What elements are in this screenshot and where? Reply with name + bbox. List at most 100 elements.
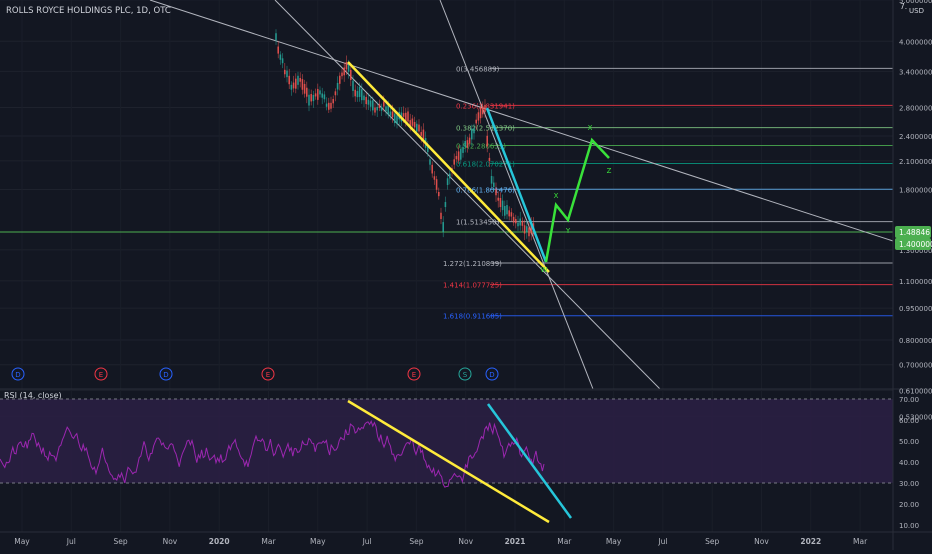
candle-body [457, 151, 460, 161]
steep-trendline[interactable] [439, 0, 594, 390]
rsi-band [0, 399, 893, 483]
candle-body [413, 121, 416, 128]
fib-level-label: 1.414(1.077725) [443, 282, 502, 290]
candle-body [495, 189, 497, 196]
candle-body [431, 164, 433, 174]
candle-body [453, 159, 455, 165]
rsi-yellow-trendline[interactable] [347, 399, 550, 524]
candle-body [303, 83, 306, 94]
candle-body [396, 115, 398, 124]
candle-body [299, 78, 301, 82]
event-marker-circle [458, 367, 472, 381]
event-marker-label: E [266, 371, 270, 379]
candle-body [460, 148, 462, 160]
candle-body [383, 101, 385, 107]
rsi-tick-label: 70.00 [899, 396, 919, 404]
time-tick-label: Jul [66, 537, 76, 546]
candle-body [367, 99, 370, 105]
candle-body [378, 104, 381, 109]
yellow-trendline[interactable] [347, 61, 550, 273]
event-marker-circle [11, 367, 25, 381]
event-marker-circle [159, 367, 173, 381]
time-tick-label: Mar [557, 537, 572, 546]
time-tick-label: 2022 [800, 537, 821, 546]
candle-body [433, 176, 436, 180]
price-axis[interactable]: 6.0000005.0000004.0000003.4000002.800000… [899, 0, 932, 421]
chart-title: ROLLS ROYCE HOLDINGS PLC, 1D, OTC [6, 6, 171, 16]
current-price-tag-bg [895, 226, 931, 238]
time-tick-label: May [14, 537, 30, 546]
candle-body [394, 113, 396, 124]
event-marker[interactable]: D [159, 367, 173, 381]
event-marker[interactable]: E [261, 367, 275, 381]
rsi-line[interactable] [0, 420, 545, 488]
fib-level-label: 0(3.456889) [456, 65, 500, 73]
candle-body [376, 106, 378, 111]
candle-body [477, 112, 480, 121]
price-tick-label: 2.800000 [899, 104, 932, 112]
candle-body [284, 69, 286, 75]
event-marker[interactable]: E [407, 367, 421, 381]
event-marker-label: S [463, 371, 468, 379]
candle-body [328, 102, 330, 110]
long-trendline[interactable] [274, 0, 661, 390]
candle-body [519, 218, 521, 226]
candle-body [290, 84, 293, 90]
candle-body [506, 205, 508, 215]
event-marker[interactable]: S [458, 367, 472, 381]
candle-body [466, 140, 469, 148]
candle-body [292, 82, 295, 89]
rsi-tick-label: 40.00 [899, 459, 919, 467]
cyan-trendline[interactable] [485, 107, 548, 263]
time-tick-label: Mar [261, 537, 276, 546]
event-marker-label: D [489, 371, 494, 379]
candle-body [484, 104, 486, 112]
current-price-tag[interactable]: 1.48846 [895, 226, 931, 238]
candle-body [321, 93, 323, 98]
current-price-value: 1.48846 [899, 228, 930, 237]
rsi-pane[interactable] [0, 398, 893, 524]
candle-body [455, 156, 458, 160]
time-axis[interactable]: May Jul Sep Nov 2020 Mar May Jul Sep Nov 2021 Mar Ma… [14, 537, 868, 546]
event-marker-label: E [412, 371, 416, 379]
candle-body [449, 173, 451, 179]
fib-level-label: 1(1.513450) [456, 219, 500, 227]
rsi-tick-label: 30.00 [899, 480, 919, 488]
event-marker[interactable]: E [94, 367, 108, 381]
event-marker[interactable]: D [11, 367, 25, 381]
last-price-tag[interactable]: 1.400000 [895, 238, 932, 250]
fib-level-label: 1.618(0.911685) [443, 313, 502, 321]
time-tick-label: 2021 [505, 537, 526, 546]
rsi-tick-label: 60.00 [899, 417, 919, 425]
time-tick-label: Mar [853, 537, 868, 546]
candle-body [343, 67, 345, 76]
wave-label: W [541, 266, 548, 274]
candle-body [475, 119, 477, 124]
candle-body [301, 79, 304, 90]
resistance-trendline[interactable] [149, 0, 894, 242]
fib-level-label: 0.5(2.280633) [456, 143, 506, 151]
currency-label: USD [909, 7, 924, 15]
candle-body [510, 212, 513, 217]
candle-body [347, 64, 350, 72]
time-tick-label: Jul [657, 537, 667, 546]
wave-label: Z [607, 167, 612, 175]
candle-body [312, 94, 315, 102]
candle-body [479, 107, 482, 119]
candle-body [341, 72, 343, 77]
rsi-cyan-trendline[interactable] [486, 403, 573, 519]
candle-body [372, 100, 374, 111]
projection-path[interactable] [544, 137, 610, 263]
candle-body [358, 86, 361, 97]
rsi-axis[interactable]: 70.00 60.00 50.00 40.00 30.00 20.00 10.00 [899, 396, 919, 530]
candle-body [444, 202, 447, 208]
wave-label: Y [565, 227, 571, 235]
candle-body [308, 94, 310, 106]
price-tick-label: 0.800000 [899, 337, 932, 345]
candle-body [295, 78, 297, 89]
candle-body [334, 91, 337, 96]
wave-label: X [554, 192, 559, 200]
event-marker[interactable]: D [485, 367, 499, 381]
